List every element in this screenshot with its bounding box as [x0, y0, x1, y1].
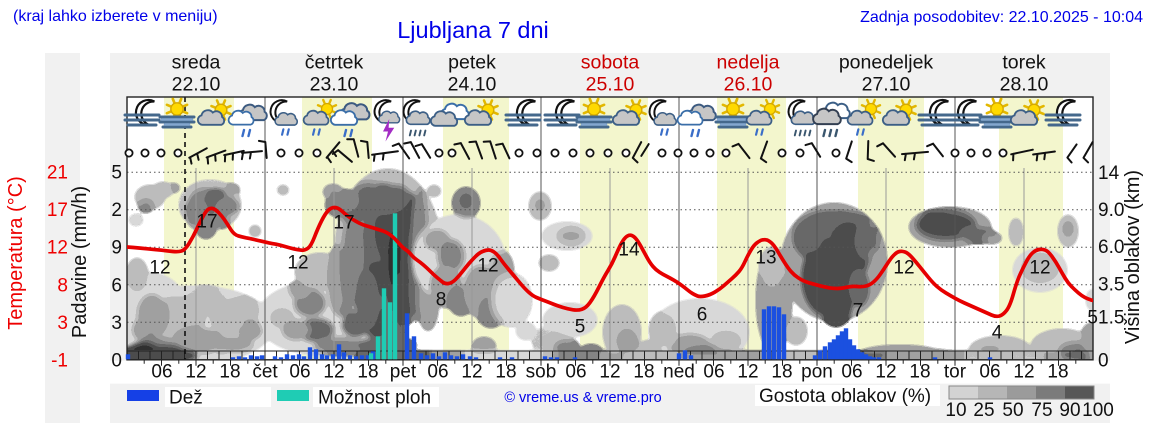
svg-text:18: 18 [909, 362, 930, 383]
svg-text:5: 5 [111, 163, 122, 184]
svg-text:12: 12 [737, 362, 758, 383]
svg-text:06: 06 [703, 362, 724, 383]
svg-text:čet: čet [252, 362, 278, 383]
svg-text:17: 17 [196, 212, 217, 233]
svg-text:12: 12 [599, 362, 620, 383]
svg-text:06: 06 [289, 362, 310, 383]
svg-text:12: 12 [185, 362, 206, 383]
svg-text:26.10: 26.10 [724, 74, 773, 96]
svg-text:12: 12 [1013, 362, 1034, 383]
svg-text:06: 06 [841, 362, 862, 383]
svg-text:0: 0 [111, 350, 122, 371]
svg-text:12: 12 [47, 238, 68, 259]
svg-text:13: 13 [755, 248, 776, 269]
svg-text:tor: tor [944, 362, 967, 383]
svg-text:ned: ned [663, 362, 695, 383]
svg-text:12: 12 [477, 256, 498, 277]
svg-text:18: 18 [1047, 362, 1068, 383]
svg-text:8: 8 [436, 290, 447, 311]
svg-text:06: 06 [565, 362, 586, 383]
svg-text:Višina oblakov (km): Višina oblakov (km) [1122, 170, 1144, 344]
svg-text:Zadnja posodobitev: 22.10.2025: Zadnja posodobitev: 22.10.2025 - 10:04 [860, 9, 1143, 26]
svg-text:18: 18 [219, 362, 240, 383]
svg-text:6: 6 [697, 305, 708, 326]
svg-text:25: 25 [973, 400, 994, 421]
svg-text:17: 17 [47, 200, 68, 221]
svg-text:22.10: 22.10 [172, 74, 221, 96]
svg-text:12: 12 [875, 362, 896, 383]
svg-text:1.5: 1.5 [1098, 308, 1124, 329]
svg-text:Dež: Dež [169, 388, 203, 409]
svg-text:6.0: 6.0 [1098, 237, 1124, 258]
svg-text:torek: torek [1002, 52, 1046, 74]
svg-text:17: 17 [333, 213, 354, 234]
svg-text:10: 10 [945, 400, 966, 421]
svg-text:18: 18 [357, 362, 378, 383]
svg-text:© vreme.us & vreme.pro: © vreme.us & vreme.pro [504, 390, 661, 406]
svg-text:nedelja: nedelja [717, 52, 780, 74]
svg-text:18: 18 [771, 362, 792, 383]
svg-text:12: 12 [1029, 258, 1050, 279]
svg-text:pet: pet [390, 362, 417, 383]
svg-text:Možnost ploh: Možnost ploh [318, 388, 431, 409]
svg-text:9: 9 [111, 238, 122, 259]
svg-text:21: 21 [47, 163, 68, 184]
svg-text:Ljubljana 7 dni: Ljubljana 7 dni [397, 17, 549, 43]
svg-text:12: 12 [323, 362, 344, 383]
svg-text:23.10: 23.10 [310, 74, 359, 96]
svg-text:12: 12 [149, 258, 170, 279]
svg-text:18: 18 [495, 362, 516, 383]
svg-text:sobota: sobota [581, 52, 640, 74]
svg-text:petek: petek [448, 52, 496, 74]
svg-text:7: 7 [853, 301, 864, 322]
svg-text:Gostota oblakov (%): Gostota oblakov (%) [759, 386, 931, 407]
svg-text:(kraj lahko izberete v meniju): (kraj lahko izberete v meniju) [13, 8, 218, 25]
svg-text:06: 06 [979, 362, 1000, 383]
svg-text:28.10: 28.10 [1000, 74, 1049, 96]
svg-text:4: 4 [992, 323, 1003, 344]
svg-text:5: 5 [1087, 308, 1098, 329]
svg-text:14: 14 [618, 240, 640, 261]
svg-text:8: 8 [57, 275, 68, 296]
svg-text:06: 06 [151, 362, 172, 383]
svg-text:90: 90 [1059, 400, 1080, 421]
svg-text:3: 3 [57, 313, 68, 334]
svg-text:50: 50 [1002, 400, 1023, 421]
svg-text:12: 12 [287, 253, 308, 274]
svg-text:24.10: 24.10 [448, 74, 497, 96]
svg-text:100: 100 [1082, 400, 1114, 421]
svg-text:Temperatura (°C): Temperatura (°C) [5, 176, 27, 330]
svg-text:12: 12 [461, 362, 482, 383]
svg-text:3: 3 [111, 313, 122, 334]
svg-text:12: 12 [893, 258, 914, 279]
svg-text:pon: pon [801, 362, 833, 383]
svg-text:četrtek: četrtek [305, 52, 364, 74]
svg-text:ponedeljek: ponedeljek [839, 52, 934, 74]
svg-text:06: 06 [427, 362, 448, 383]
svg-text:sob: sob [526, 362, 557, 383]
svg-text:27.10: 27.10 [862, 74, 911, 96]
svg-text:6: 6 [111, 275, 122, 296]
svg-text:3.5: 3.5 [1098, 275, 1124, 296]
svg-text:5: 5 [575, 317, 586, 338]
svg-text:sreda: sreda [172, 52, 221, 74]
svg-text:25.10: 25.10 [586, 74, 635, 96]
svg-text:75: 75 [1031, 400, 1052, 421]
svg-text:9.0: 9.0 [1098, 200, 1124, 221]
svg-text:2: 2 [111, 200, 122, 221]
svg-text:-1: -1 [51, 350, 68, 371]
svg-text:Padavine (mm/h): Padavine (mm/h) [69, 186, 91, 338]
svg-text:0: 0 [1098, 350, 1109, 371]
svg-text:18: 18 [633, 362, 654, 383]
svg-text:14: 14 [1098, 163, 1120, 184]
